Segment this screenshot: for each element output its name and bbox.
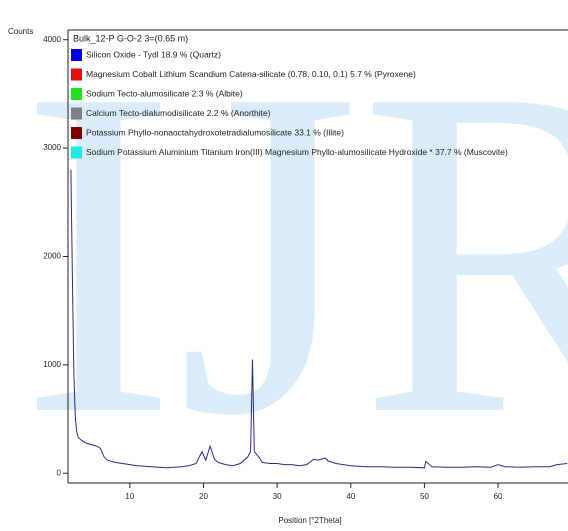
y-tick-label: 0 <box>57 468 62 477</box>
legend-label: Sodium Potassium Aluminium Titanium Iron… <box>86 147 508 157</box>
y-tick-label: 3000 <box>43 143 61 152</box>
y-axis-label: Counts <box>8 27 33 36</box>
x-tick-label: 60 <box>494 492 503 501</box>
pattern-line <box>70 169 568 469</box>
legend-swatch <box>71 127 82 139</box>
x-axis-label: Position [°2Theta] <box>278 516 341 525</box>
x-tick-label: 50 <box>420 492 429 501</box>
y-tick-label: 4000 <box>43 35 61 44</box>
y-tick-label: 1000 <box>43 360 61 369</box>
legend-swatch <box>71 88 82 100</box>
x-tick-label: 10 <box>125 492 134 501</box>
legend-label: Calcium Tecto-dialumodisilicate 2.2 % (A… <box>86 108 271 118</box>
legend-label: Potassium Phyllo-nonaoctahydroxotetradia… <box>86 127 344 137</box>
x-tick-label: 20 <box>199 492 208 501</box>
legend-swatch <box>71 68 82 81</box>
y-tick-label: 2000 <box>43 252 61 261</box>
legend-swatch <box>71 146 82 159</box>
legend-swatch <box>71 49 82 61</box>
legend-label: Sodium Tecto-alumosilicate 2.3 % (Albite… <box>86 88 243 98</box>
legend-label: Bulk_12-P G-O-2 3=(0.65 m) <box>73 33 188 43</box>
x-tick-label: 30 <box>273 492 282 501</box>
x-tick-label: 40 <box>346 492 355 501</box>
watermark: IJRE <box>20 0 568 512</box>
legend-label: Silicon Oxide - Tydl 18.9 % (Quartz) <box>86 49 221 59</box>
legend-label: Magnesium Cobalt Lithium Scandium Catena… <box>86 69 416 79</box>
legend-swatch <box>71 107 82 120</box>
